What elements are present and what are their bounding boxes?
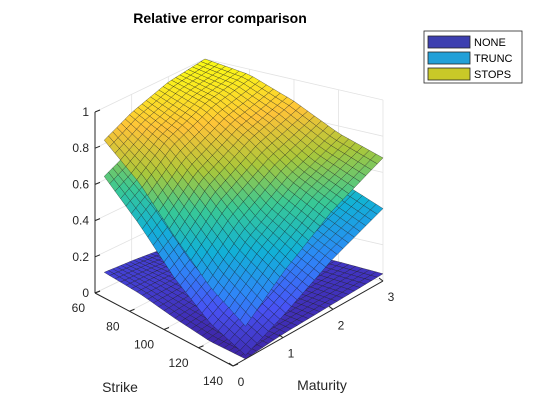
surface-patch bbox=[239, 311, 252, 327]
y-axis-label: Strike bbox=[102, 379, 138, 395]
x-tick-label: 3 bbox=[388, 290, 395, 304]
surfaces bbox=[103, 58, 384, 360]
z-tick-label: 1 bbox=[82, 105, 89, 119]
legend-swatch-none bbox=[427, 35, 471, 49]
x-tick-label: 0 bbox=[238, 375, 245, 389]
legend-swatch-trunc bbox=[427, 51, 471, 65]
x-tick-mark bbox=[378, 277, 384, 282]
surface-patch bbox=[239, 344, 252, 356]
z-tick-mark bbox=[94, 254, 101, 258]
legend-label-stops: STOPS bbox=[474, 69, 511, 81]
z-tick-mark bbox=[94, 218, 101, 222]
y-tick-label: 60 bbox=[72, 301, 86, 315]
z-tick-mark bbox=[94, 181, 101, 185]
y-tick-label: 120 bbox=[168, 356, 188, 370]
z-tick-label: 0.2 bbox=[72, 250, 89, 264]
chart-title: Relative error comparison bbox=[133, 10, 307, 26]
legend-label-trunc: TRUNC bbox=[474, 53, 513, 65]
z-tick-label: 0.4 bbox=[72, 214, 89, 228]
y-tick-mark bbox=[232, 363, 239, 367]
z-tick-label: 0 bbox=[82, 286, 89, 300]
z-tick-mark bbox=[94, 145, 101, 149]
x-tick-label: 2 bbox=[338, 318, 345, 332]
gridline-z-back bbox=[94, 58, 206, 113]
legend-label-none: NONE bbox=[474, 37, 506, 49]
tick-labels: 0 0.2 0.4 0.6 0.8 1 60 80 100 120 140 0 1 2 3 bbox=[72, 105, 395, 389]
y-tick-mark bbox=[94, 290, 101, 294]
y-tick-label: 80 bbox=[106, 319, 120, 333]
x-axis-label: Maturity bbox=[297, 377, 347, 393]
x-tick-mark bbox=[278, 334, 284, 339]
z-tick-label: 0.6 bbox=[72, 177, 89, 191]
z-tick-mark bbox=[94, 109, 101, 113]
legend-swatch-stops bbox=[427, 67, 471, 81]
y-tick-mark bbox=[198, 345, 204, 349]
surface-stops bbox=[103, 58, 384, 327]
x-tick-label: 1 bbox=[288, 347, 295, 361]
legend: NONE TRUNC STOPS bbox=[423, 30, 523, 84]
z-tick-label: 0.8 bbox=[72, 141, 89, 155]
x-axis-line bbox=[232, 280, 384, 367]
x-tick-mark bbox=[328, 305, 334, 310]
y-tick-mark bbox=[129, 308, 135, 312]
y-tick-label: 100 bbox=[134, 338, 154, 352]
y-tick-mark bbox=[163, 327, 170, 330]
x-tick-mark bbox=[228, 362, 234, 367]
y-tick-label: 140 bbox=[203, 374, 223, 388]
